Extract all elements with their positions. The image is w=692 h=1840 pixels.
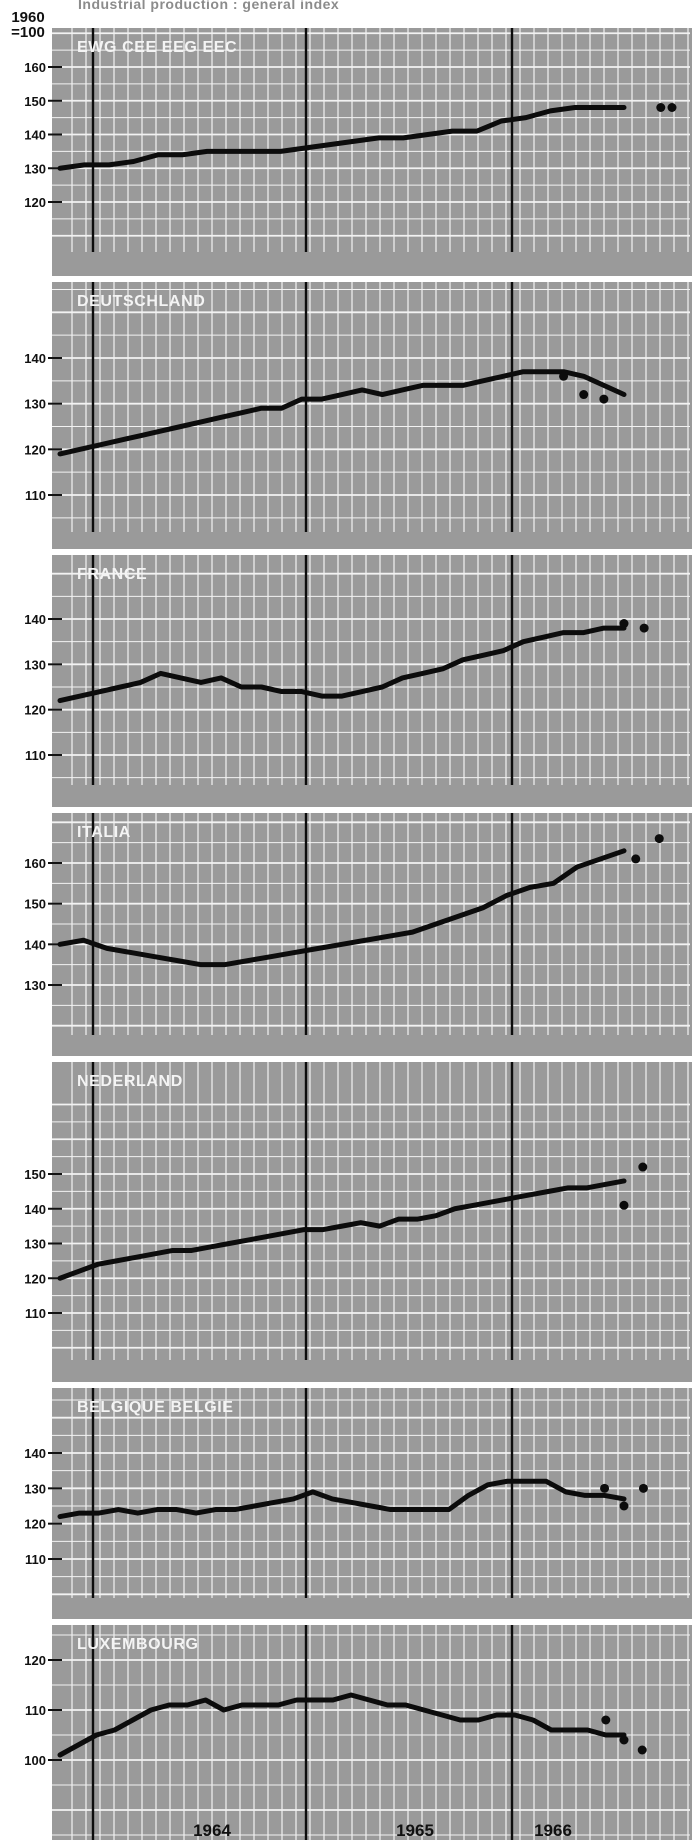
series-line: [57, 1178, 627, 1281]
panel-separator: [52, 276, 692, 282]
panel-separator: [52, 1056, 692, 1062]
chart-title: Industrial production : general index: [78, 0, 340, 12]
y-tick-label: 140: [24, 1202, 46, 1217]
y-tick-label: 120: [24, 1517, 46, 1532]
series-line: [57, 625, 627, 704]
y-tick-label: 110: [25, 748, 46, 763]
data-point: [600, 1483, 610, 1493]
y-tick-label: 120: [24, 1653, 46, 1668]
y-tick-label: 100: [24, 1753, 46, 1768]
panel-1: 120 130 140 150 160 EWG CEE EEG EEC: [24, 22, 692, 252]
panel-5: 110 120 130 140 150 NEDERLAND: [24, 1056, 692, 1360]
data-point: [559, 371, 569, 381]
panel-separator: [52, 22, 692, 28]
data-point: [654, 834, 664, 844]
panel-label: EWG CEE EEG EEC: [77, 39, 237, 56]
y-tick-label: 140: [24, 128, 46, 143]
panel-label: BELGIQUE BELGIE: [77, 1399, 234, 1416]
series-line: [57, 1478, 627, 1520]
y-tick-label: 140: [24, 612, 46, 627]
y-tick-label: 110: [25, 1552, 46, 1567]
panel-label: DEUTSCHLAND: [77, 293, 205, 310]
data-point: [619, 1735, 629, 1745]
x-tick-label: 1964: [193, 1821, 231, 1840]
data-point: [631, 854, 641, 864]
panel-3: 110 120 130 140 FRANCE: [24, 549, 692, 785]
y-tick-label: 130: [24, 1237, 46, 1252]
data-point: [619, 619, 629, 629]
data-point: [638, 1162, 648, 1172]
panel-6: 110 120 130 140 BELGIQUE BELGIE: [24, 1382, 692, 1598]
y-tick-label: 120: [24, 703, 46, 718]
panel-separator: [52, 1619, 692, 1625]
y-tick-label: 120: [24, 442, 46, 457]
y-tick-label: 130: [24, 978, 46, 993]
data-point: [619, 1200, 629, 1210]
panel-label: ITALIA: [77, 824, 131, 841]
y-tick-label: 110: [25, 1703, 46, 1718]
panel-separator: [52, 1382, 692, 1388]
y-tick-label: 150: [24, 897, 46, 912]
series-line: [57, 848, 627, 968]
index-base-label: 1960 =100: [6, 10, 50, 40]
data-point: [667, 103, 677, 112]
y-tick-label: 130: [24, 397, 46, 412]
y-tick-label: 160: [24, 60, 46, 75]
panel-label: NEDERLAND: [77, 1073, 183, 1090]
data-point: [639, 623, 649, 633]
header-band: [0, 0, 692, 26]
panel-separator: [52, 807, 692, 813]
panel-7: 100 110 120 LUXEMBOURG: [24, 1619, 692, 1840]
y-tick-label: 150: [24, 94, 46, 109]
series-line: [57, 1692, 627, 1758]
series-line: [57, 105, 627, 171]
x-tick-label: 1966: [534, 1821, 572, 1840]
data-point: [601, 1715, 611, 1725]
data-point: [619, 1501, 629, 1511]
data-point: [599, 394, 609, 404]
chart-background: [52, 0, 692, 1840]
y-tick-label: 150: [24, 1167, 46, 1182]
x-tick-label: 1965: [396, 1821, 434, 1840]
y-tick-label: 130: [24, 657, 46, 672]
index-base-year: 1960: [11, 9, 45, 26]
y-tick-label: 130: [24, 161, 46, 176]
panel-4: 130 140 150 160 ITALIA: [24, 807, 692, 1035]
panel-separator: [52, 549, 692, 555]
y-tick-label: 110: [25, 1306, 46, 1321]
data-point: [656, 103, 666, 112]
panel-label: FRANCE: [77, 566, 147, 583]
series-line: [57, 369, 627, 457]
y-tick-label: 110: [25, 488, 46, 503]
y-tick-label: 120: [24, 1271, 46, 1286]
panel-2: 110 120 130 140 DEUTSCHLAND: [24, 276, 692, 532]
y-tick-label: 120: [24, 195, 46, 210]
panel-label: LUXEMBOURG: [77, 1636, 199, 1653]
index-base-equals: =100: [11, 24, 45, 41]
y-tick-label: 140: [24, 937, 46, 952]
data-point: [579, 390, 589, 400]
y-tick-label: 130: [24, 1481, 46, 1496]
data-point: [638, 1483, 648, 1493]
y-tick-label: 140: [24, 351, 46, 366]
y-tick-label: 160: [24, 856, 46, 871]
data-point: [637, 1745, 647, 1755]
y-tick-label: 140: [24, 1446, 46, 1461]
